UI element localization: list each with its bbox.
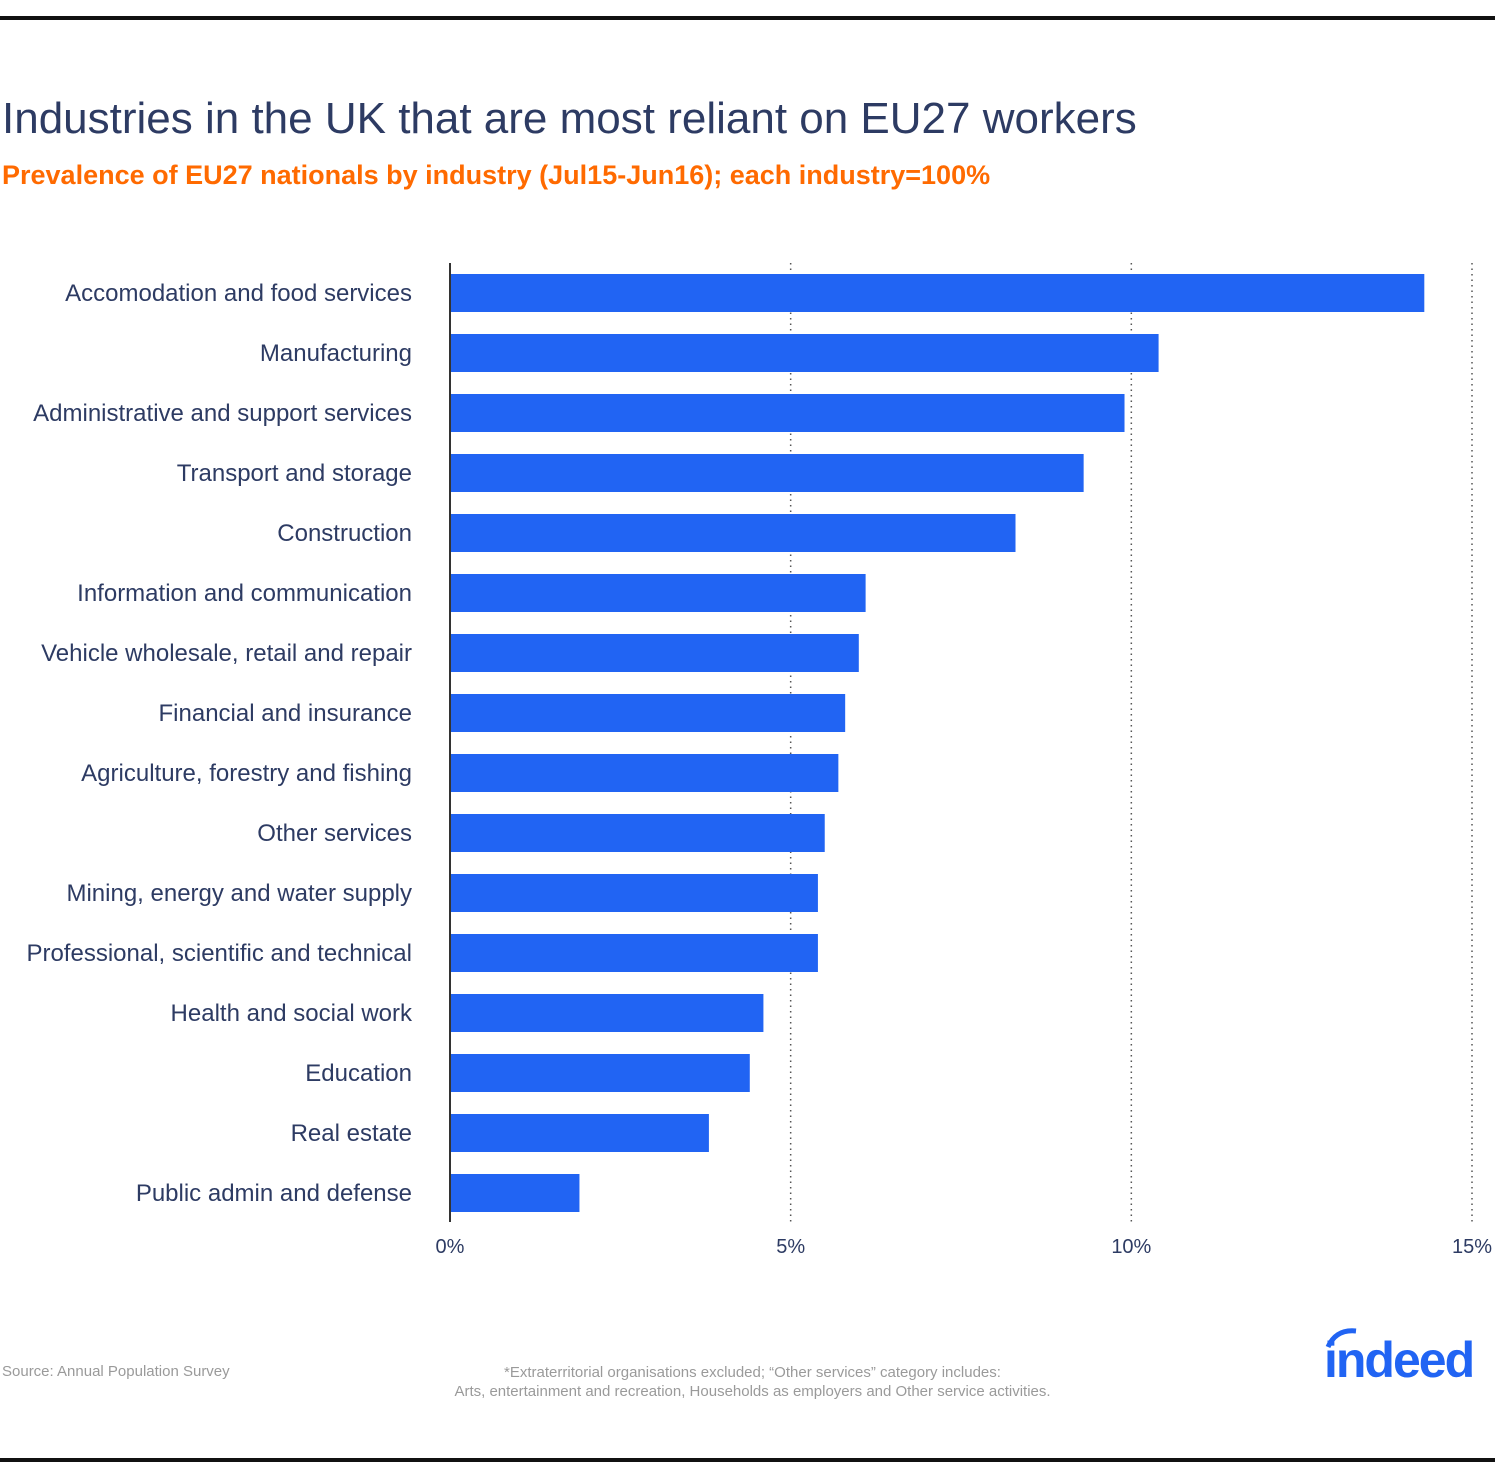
bar bbox=[450, 934, 818, 972]
bar bbox=[450, 334, 1159, 372]
bar bbox=[450, 694, 846, 732]
chart-subtitle: Prevalence of EU27 nationals by industry… bbox=[2, 160, 991, 190]
x-tick-label: 5% bbox=[776, 1236, 805, 1258]
category-label: Financial and insurance bbox=[159, 700, 413, 727]
category-label: Education bbox=[305, 1060, 412, 1087]
bar bbox=[450, 1114, 709, 1152]
category-label: Transport and storage bbox=[177, 460, 412, 487]
category-label: Public admin and defense bbox=[136, 1180, 412, 1207]
top-rule bbox=[0, 16, 1495, 20]
svg-text:indeed: indeed bbox=[1324, 1332, 1473, 1385]
category-label: Other services bbox=[257, 820, 412, 847]
category-label: Information and communication bbox=[77, 580, 412, 607]
chart-title: Industries in the UK that are most relia… bbox=[2, 94, 1137, 143]
bar bbox=[450, 754, 839, 792]
category-label: Real estate bbox=[291, 1120, 412, 1147]
bar bbox=[450, 874, 818, 912]
x-tick-label: 15% bbox=[1452, 1236, 1492, 1258]
bar bbox=[450, 814, 825, 852]
bar bbox=[450, 1174, 580, 1212]
footnote-line-1: *Extraterritorial organisations excluded… bbox=[504, 1364, 1001, 1381]
category-label: Mining, energy and water supply bbox=[66, 880, 412, 907]
bar bbox=[450, 574, 866, 612]
bar bbox=[450, 514, 1016, 552]
indeed-logo: indeed bbox=[1324, 1328, 1475, 1385]
category-label: Administrative and support services bbox=[33, 400, 412, 427]
category-label: Agriculture, forestry and fishing bbox=[81, 760, 412, 787]
category-label: Professional, scientific and technical bbox=[26, 940, 412, 967]
x-tick-label: 10% bbox=[1111, 1236, 1151, 1258]
bar bbox=[450, 634, 859, 672]
bottom-rule bbox=[0, 1458, 1495, 1462]
category-label: Construction bbox=[277, 520, 412, 547]
bar bbox=[450, 394, 1125, 432]
footnote-line-2: Arts, entertainment and recreation, Hous… bbox=[454, 1383, 1051, 1400]
bar bbox=[450, 454, 1084, 492]
category-label: Manufacturing bbox=[260, 340, 412, 367]
x-tick-label: 0% bbox=[436, 1236, 465, 1258]
bar-chart: 0% 5% 10% 15% Accomodation and food services… bbox=[26, 263, 1492, 1258]
bar bbox=[450, 274, 1425, 312]
footnote: *Extraterritorial organisations excluded… bbox=[380, 1363, 1125, 1401]
category-label: Accomodation and food services bbox=[65, 280, 412, 307]
category-label: Health and social work bbox=[171, 1000, 413, 1027]
source-note: Source: Annual Population Survey bbox=[2, 1363, 230, 1380]
bar bbox=[450, 1054, 750, 1092]
category-label: Vehicle wholesale, retail and repair bbox=[41, 640, 412, 667]
bar bbox=[450, 994, 764, 1032]
